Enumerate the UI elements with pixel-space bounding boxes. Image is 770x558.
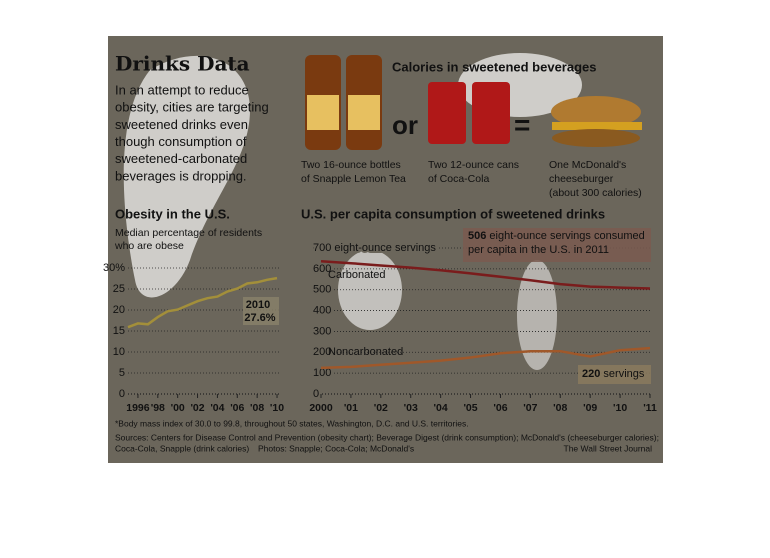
x-tick-label: '10 (270, 402, 284, 414)
sources: Sources: Centers for Disease Control and… (115, 432, 659, 442)
y-tick-label: 30% (103, 262, 125, 274)
x-tick-label: '04 (210, 402, 224, 414)
y-tick-label: 300 (313, 325, 331, 337)
x-tick-label: '10 (613, 402, 627, 414)
intro-text: though consumption of (115, 134, 247, 149)
data-line (127, 276, 278, 329)
annotation-box (463, 228, 651, 262)
chart-subtitle: who are obese (114, 240, 184, 252)
annotation-box (578, 365, 651, 384)
y-tick-label: 400 (313, 304, 331, 316)
annotation-box (243, 297, 279, 325)
x-tick-label: '06 (493, 402, 507, 414)
y-tick-label: 600 (313, 263, 331, 275)
credit: The Wall Street Journal (564, 443, 653, 453)
x-tick-label: '07 (523, 402, 537, 414)
y-tick-label: 700 eight-ounce servings (313, 242, 436, 254)
x-tick-label: '06 (230, 402, 244, 414)
x-tick-label: 1996 (126, 402, 150, 414)
sources: Coca-Cola, Snapple (drink calories) (115, 443, 249, 453)
x-tick-label: '11 (643, 402, 657, 414)
footnote: *Body mass index of 30.0 to 99.8, throug… (115, 418, 469, 428)
photos: Photos: Snapple; Coca-Cola; McDonald's (258, 443, 414, 453)
y-tick-label: 100 (313, 367, 331, 379)
annotation-text: eight-ounce servings consumed (486, 230, 644, 242)
y-tick-label: 200 (313, 346, 331, 358)
intro-text: In an attempt to reduce (115, 82, 249, 97)
chart-title: Obesity in the U.S. (115, 206, 230, 221)
equals: = (514, 109, 530, 140)
x-tick-label: '05 (463, 402, 477, 414)
intro-text: sweetened-carbonated (115, 151, 247, 166)
value-label: 220 (582, 368, 600, 380)
y-tick-label: 500 (313, 284, 331, 296)
series-label: Carbonated (328, 269, 386, 281)
item-caption: Two 12-ounce cans (428, 159, 519, 171)
intro-text: beverages is dropping. (115, 168, 247, 183)
annotation: 506 eight-ounce servings consumed (468, 230, 645, 242)
y-tick-label: 25 (113, 283, 125, 295)
y-tick-label: 5 (119, 367, 125, 379)
y-tick-label: 0 (119, 388, 125, 400)
item-caption: of Snapple Lemon Tea (301, 173, 406, 185)
x-tick-label: '98 (151, 402, 165, 414)
chart-title: U.S. per capita consumption of sweetened… (301, 206, 605, 221)
value-label: 506 (468, 230, 486, 242)
x-tick-label: '08 (553, 402, 567, 414)
intro-text: sweetened drinks even (115, 117, 248, 132)
item-caption: cheeseburger (549, 173, 614, 185)
chart-subtitle: Median percentage of residents (115, 227, 262, 239)
annotation: per capita in the U.S. in 2011 (468, 244, 609, 256)
x-tick-label: '04 (434, 402, 448, 414)
x-tick-label: '09 (583, 402, 597, 414)
cheeseburger (551, 96, 642, 147)
data-line (320, 260, 651, 290)
x-tick-label: '02 (374, 402, 388, 414)
x-tick-label: '00 (171, 402, 185, 414)
snapple-bottles (305, 55, 382, 150)
coke-cans (428, 82, 510, 144)
title: Drinks Data (115, 52, 250, 76)
y-tick-label: 15 (113, 325, 125, 337)
calories-title: Calories in sweetened beverages (392, 59, 596, 74)
annotation: 2010 (246, 299, 270, 311)
item-caption: (about 300 calories) (549, 187, 642, 199)
annotation: 220 servings (582, 368, 645, 380)
y-tick-label: 10 (113, 346, 125, 358)
item-caption: of Coca-Cola (428, 173, 489, 185)
intro-text: obesity, cities are targeting (115, 100, 269, 115)
x-tick-label: '03 (404, 402, 418, 414)
x-tick-label: '08 (250, 402, 264, 414)
y-tick-label: 20 (113, 304, 125, 316)
data-line (320, 346, 651, 370)
x-tick-label: '02 (190, 402, 204, 414)
value-label: 27.6% (244, 312, 275, 324)
x-tick-label: '01 (344, 402, 358, 414)
item-caption: One McDonald's (549, 159, 626, 171)
series-label: Noncarbonated (328, 346, 403, 358)
y-tick-label: 0 (313, 388, 319, 400)
annotation-text: servings (600, 368, 645, 380)
item-caption: Two 16-ounce bottles (301, 159, 401, 171)
x-tick-label: 2000 (309, 402, 333, 414)
or: or (392, 110, 418, 140)
